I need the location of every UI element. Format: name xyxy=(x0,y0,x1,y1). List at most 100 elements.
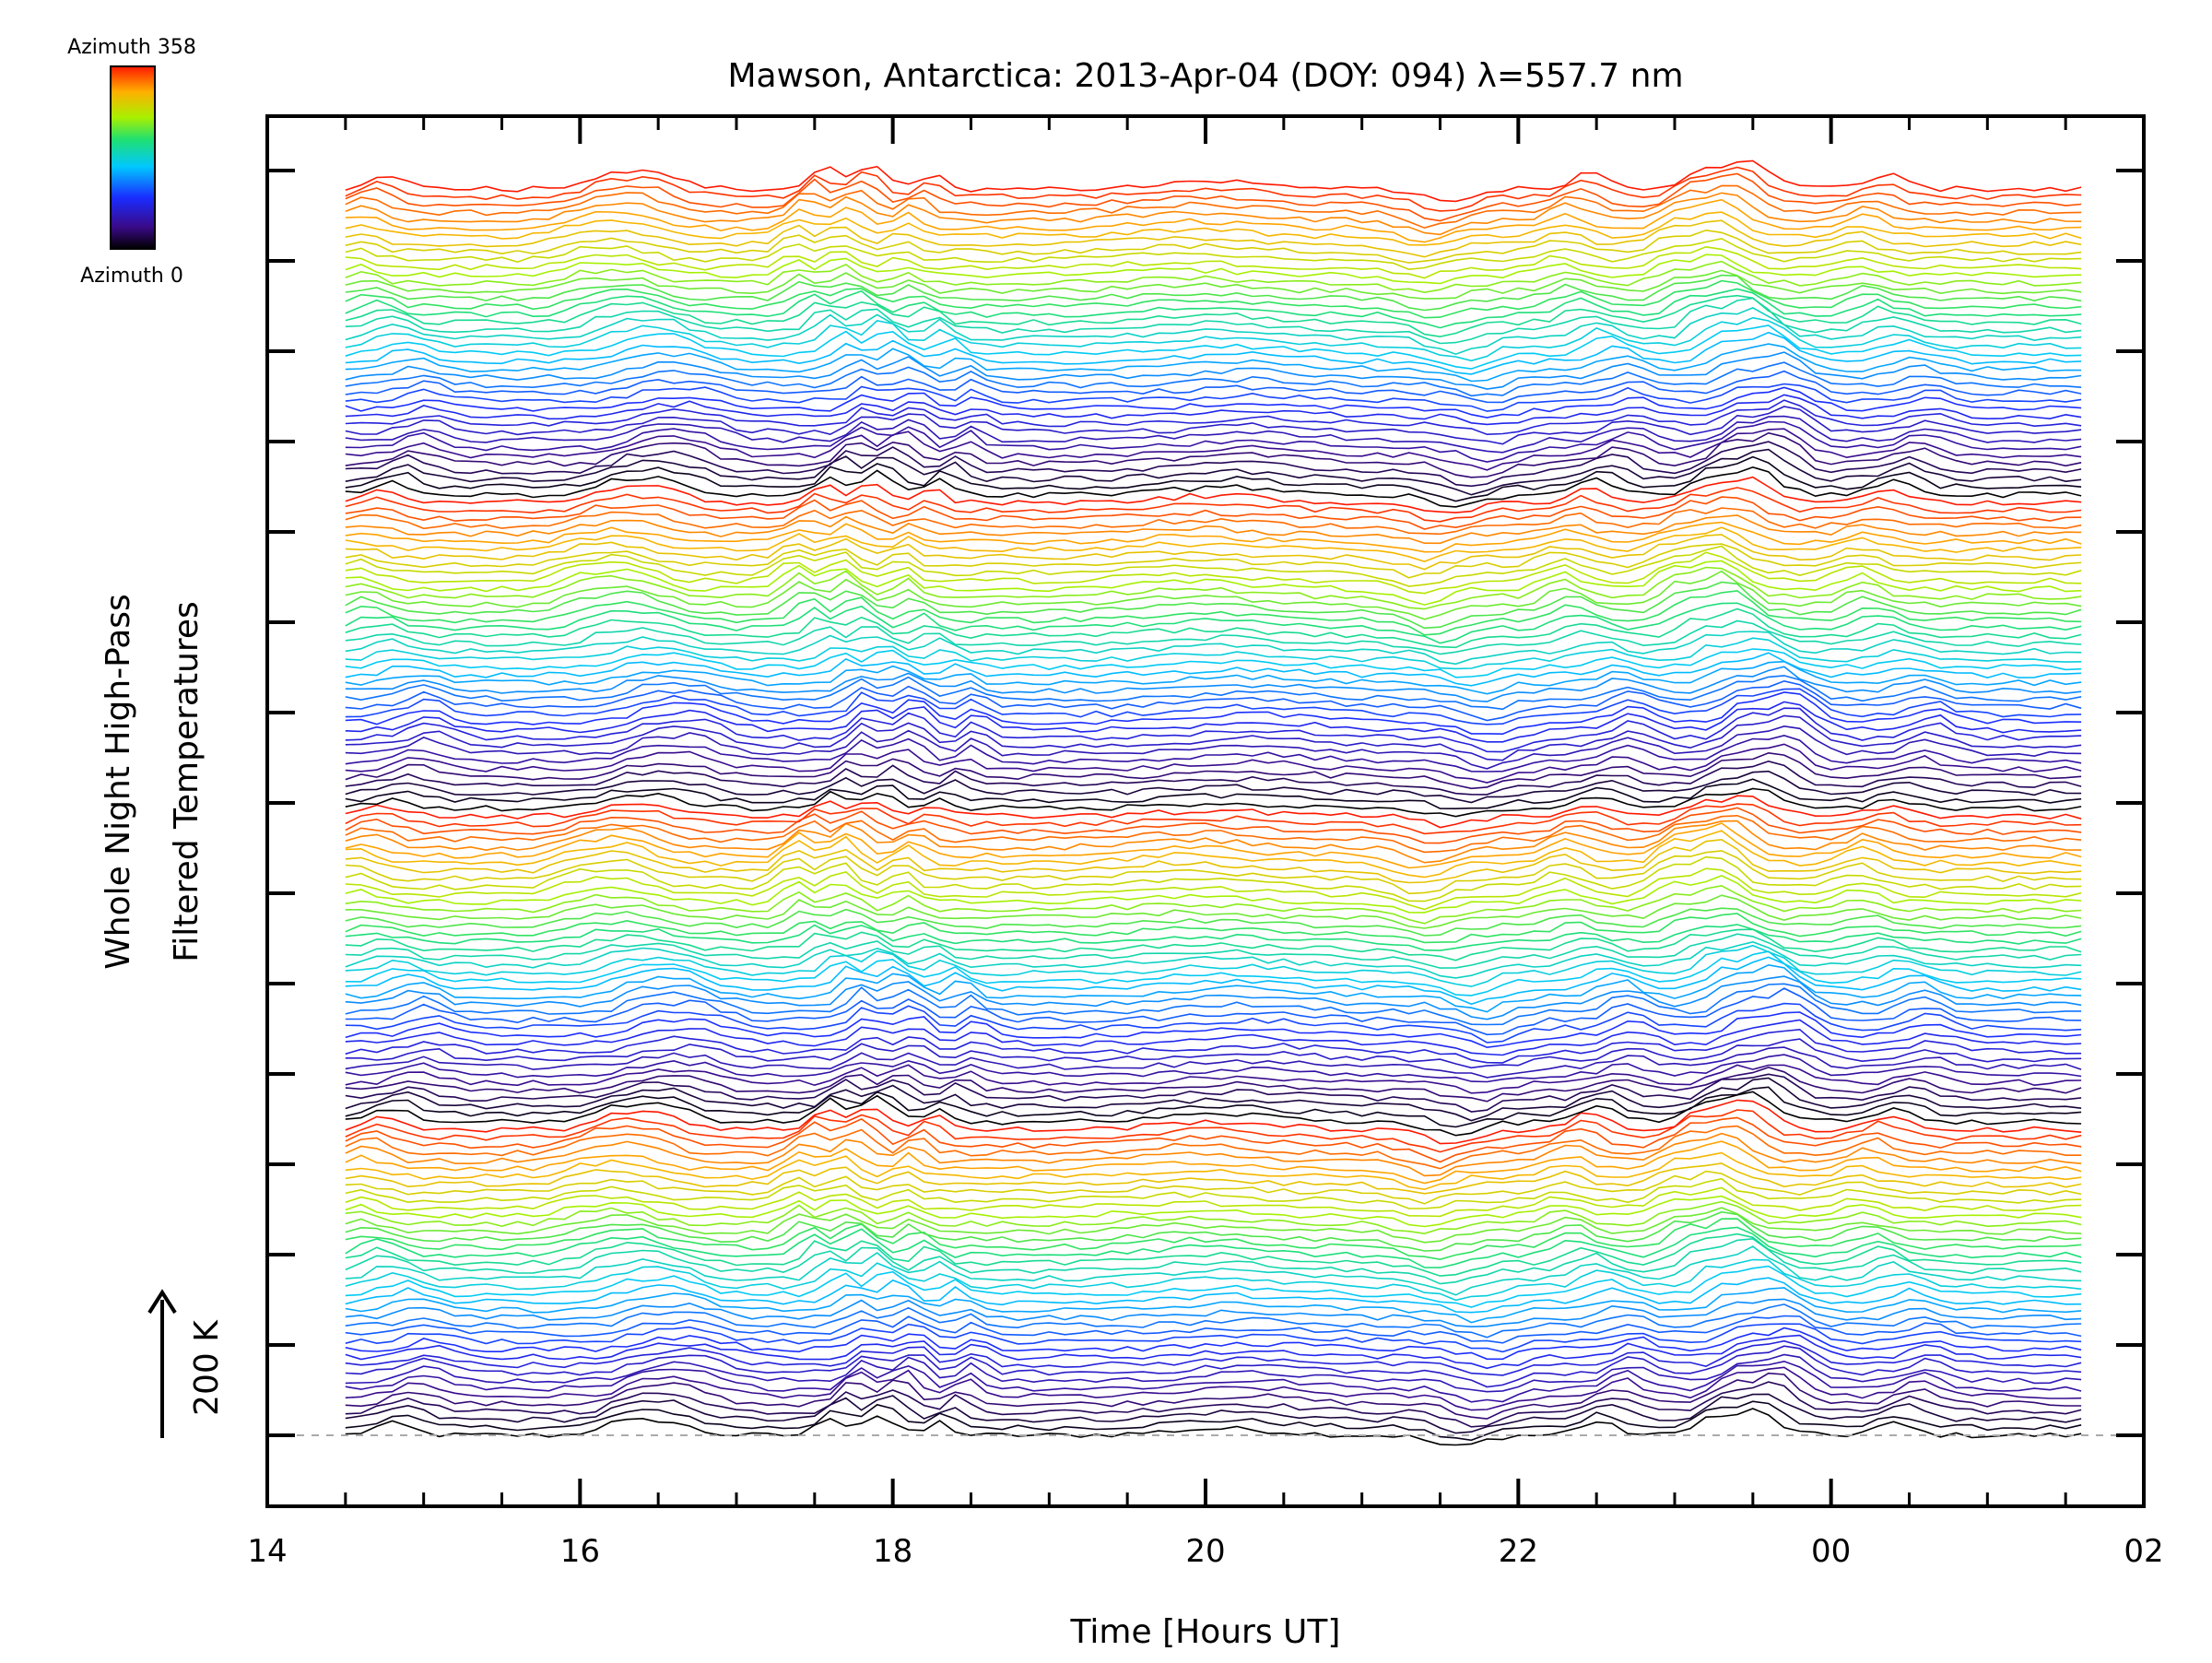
azimuth-trace xyxy=(345,274,2082,312)
azimuth-trace xyxy=(345,1360,2082,1403)
azimuth-trace xyxy=(345,581,2082,630)
azimuth-trace xyxy=(345,361,2082,397)
azimuth-trace xyxy=(345,1315,2082,1344)
azimuth-trace xyxy=(345,619,2082,655)
azimuth-trace xyxy=(345,1046,2082,1079)
x-tick-label: 02 xyxy=(2124,1533,2163,1570)
scale-bar: 200 K xyxy=(147,1289,226,1438)
azimuth-trace xyxy=(345,1073,2082,1113)
x-tick-label: 00 xyxy=(1811,1533,1851,1570)
plot-frame xyxy=(265,114,2146,1508)
azimuth-trace xyxy=(345,1353,2082,1393)
azimuth-trace xyxy=(345,521,2082,553)
azimuth-trace xyxy=(345,566,2082,610)
azimuth-trace xyxy=(345,1019,2082,1056)
azimuth-trace xyxy=(345,1099,2082,1145)
azimuth-trace xyxy=(345,928,2082,961)
azimuth-trace xyxy=(345,1064,2082,1094)
azimuth-trace xyxy=(345,944,2082,987)
azimuth-trace xyxy=(345,933,2082,969)
azimuth-trace xyxy=(345,770,2082,804)
azimuth-trace xyxy=(345,1140,2082,1185)
azimuth-trace xyxy=(345,884,2082,925)
azimuth-trace xyxy=(345,1233,2082,1277)
azimuth-trace xyxy=(345,778,2082,810)
azimuth-trace xyxy=(345,211,2082,246)
azimuth-trace xyxy=(345,725,2082,770)
azimuth-trace xyxy=(345,551,2082,595)
azimuth-trace xyxy=(345,507,2082,536)
colorbar-top-label: Azimuth 358 xyxy=(67,36,196,59)
colorbar-bottom-label: Azimuth 0 xyxy=(80,265,183,288)
azimuth-trace xyxy=(345,707,2082,753)
azimuth-trace xyxy=(345,1210,2082,1252)
azimuth-trace xyxy=(345,1345,2082,1388)
azimuth-trace xyxy=(345,637,2082,670)
azimuth-trace xyxy=(345,1116,2082,1163)
azimuth-trace xyxy=(345,1086,2082,1128)
azimuth-trace xyxy=(345,1245,2082,1296)
azimuth-trace xyxy=(345,192,2082,236)
azimuth-trace xyxy=(345,415,2082,454)
azimuth-trace xyxy=(345,316,2082,362)
azimuth-trace xyxy=(345,1195,2082,1228)
azimuth-trace xyxy=(345,983,2082,1026)
azimuth-trace xyxy=(345,850,2082,895)
azimuth-trace xyxy=(345,260,2082,294)
azimuth-trace xyxy=(345,351,2082,390)
azimuth-trace xyxy=(345,269,2082,300)
azimuth-trace xyxy=(345,956,2082,1006)
y-axis-label-line2: Filtered Temperatures xyxy=(168,601,206,962)
azimuth-trace xyxy=(345,607,2082,649)
azimuth-trace xyxy=(345,219,2082,258)
azimuth-trace xyxy=(345,476,2082,513)
azimuth-trace xyxy=(345,1327,2082,1361)
azimuth-trace xyxy=(345,975,2082,1020)
azimuth-trace xyxy=(345,760,2082,796)
azimuth-trace xyxy=(345,807,2082,844)
azimuth-trace xyxy=(345,701,2082,743)
azimuth-trace xyxy=(345,1258,2082,1302)
azimuth-trace xyxy=(345,1287,2082,1324)
azimuth-trace xyxy=(345,1186,2082,1218)
azimuth-trace xyxy=(345,1054,2082,1083)
azimuth-trace xyxy=(345,431,2082,478)
azimuth-trace xyxy=(345,1200,2082,1235)
x-ticks xyxy=(265,116,2146,1506)
azimuth-trace xyxy=(345,534,2082,571)
y-axis-label-line1: Whole Night High-Pass xyxy=(100,594,137,970)
azimuth-trace xyxy=(345,1400,2082,1442)
x-tick-labels: 14 16 18 20 22 00 02 xyxy=(247,1533,2163,1570)
azimuth-trace xyxy=(345,1226,2082,1268)
x-tick-label: 18 xyxy=(873,1533,912,1570)
azimuth-trace xyxy=(345,1028,2082,1064)
azimuth-trace xyxy=(345,441,2082,488)
azimuth-trace xyxy=(345,560,2082,606)
azimuth-trace xyxy=(345,394,2082,426)
azimuth-trace xyxy=(345,867,2082,911)
azimuth-trace xyxy=(345,288,2082,329)
azimuth-trace xyxy=(345,1334,2082,1370)
azimuth-trace xyxy=(345,830,2082,879)
azimuth-trace xyxy=(345,229,2082,264)
azimuth-trace xyxy=(345,420,2082,463)
azimuth-trace xyxy=(345,343,2082,383)
x-tick-label: 16 xyxy=(560,1533,600,1570)
azimuth-trace xyxy=(345,1265,2082,1308)
azimuth-trace xyxy=(345,307,2082,356)
azimuth-trace xyxy=(345,907,2082,937)
azimuth-trace xyxy=(345,1207,2082,1244)
azimuth-trace xyxy=(345,913,2082,944)
azimuth-trace xyxy=(345,1393,2082,1434)
azimuth-trace xyxy=(345,688,2082,725)
scale-bar-label: 200 K xyxy=(188,1319,226,1416)
azimuth-trace xyxy=(345,399,2082,436)
azimuth-trace xyxy=(345,795,2082,829)
azimuth-trace xyxy=(345,1109,2082,1153)
azimuth-trace xyxy=(345,648,2082,678)
azimuth-trace xyxy=(345,1091,2082,1137)
azimuth-trace xyxy=(345,940,2082,979)
y-ticks xyxy=(267,169,2144,1437)
